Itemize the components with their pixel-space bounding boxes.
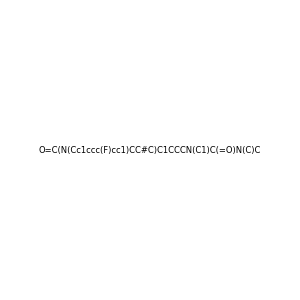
- Text: O=C(N(Cc1ccc(F)cc1)CC#C)C1CCCN(C1)C(=O)N(C)C: O=C(N(Cc1ccc(F)cc1)CC#C)C1CCCN(C1)C(=O)N…: [39, 146, 261, 154]
